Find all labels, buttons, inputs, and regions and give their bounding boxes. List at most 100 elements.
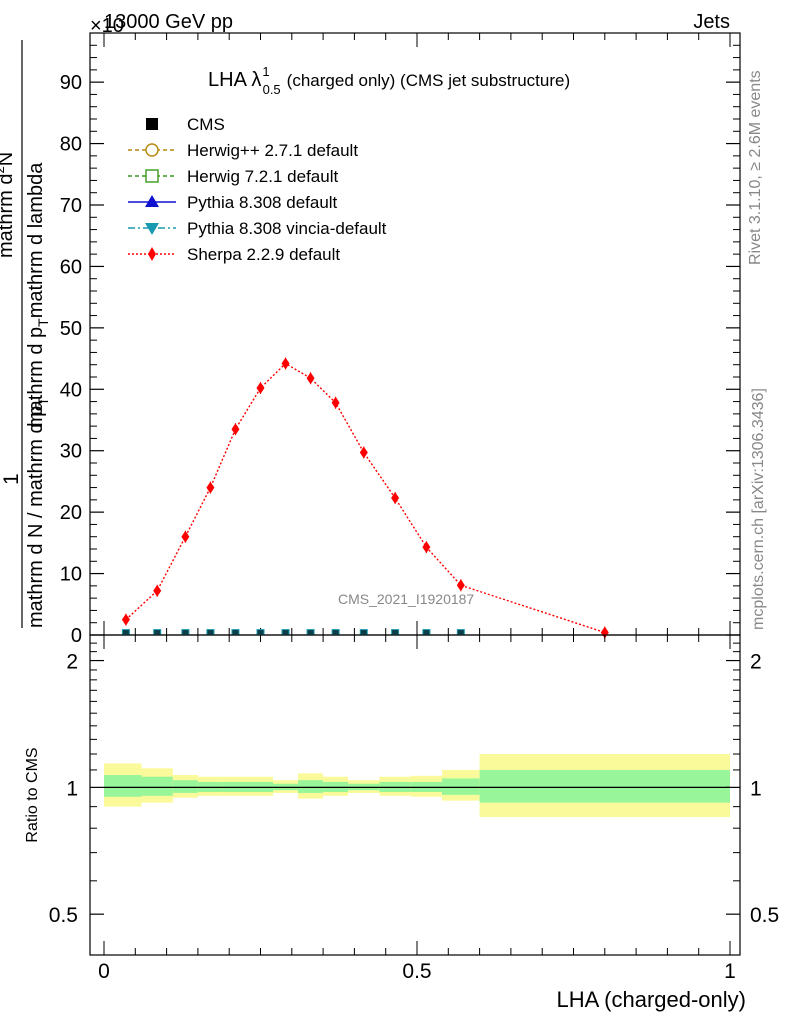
cms-point (122, 630, 129, 635)
sherpa-line (125, 362, 606, 634)
x-tick-label: 1 (724, 960, 736, 983)
legend-symbol-cms (146, 118, 158, 130)
legend-entry: Pythia 8.308 default (128, 193, 338, 212)
svg-text:mathrm d2N: mathrm d2N (0, 152, 17, 258)
category-label: Jets (693, 11, 730, 33)
y-tick-label: 10 (60, 564, 82, 586)
main-marks (121, 357, 609, 639)
sherpa-point (331, 396, 340, 409)
ylabel-num2: mathrm d (0, 174, 17, 258)
ylabel-den: mathrm d N / mathrm d p (25, 406, 47, 628)
cms-point (392, 630, 399, 635)
ratio-y-tick-label-right: 0.5 (750, 904, 779, 927)
legend-entry: CMS (146, 115, 225, 134)
y-tick-label: 70 (60, 195, 82, 217)
svg-text:mathrm d N / mathrm d pT: mathrm d N / mathrm d pT (25, 397, 51, 628)
legend-entry: Herwig 7.2.1 default (128, 167, 338, 186)
sherpa-point (391, 492, 400, 505)
ylabel-num2-N: N (0, 152, 17, 166)
ratio-y-tick-label-right: 1 (750, 777, 762, 800)
legend-marker (145, 169, 159, 183)
legend: CMS Herwig++ 2.7.1 default Herwig 7.2.1 de… (128, 115, 387, 264)
y-tick-label: 90 (60, 72, 82, 94)
legend-entry: Pythia 8.308 vincia-default (128, 219, 387, 238)
ylabel-one: 1 (0, 473, 23, 485)
cms-point (182, 630, 189, 635)
sherpa-point (422, 541, 431, 554)
y-tick-label: 50 (60, 318, 82, 340)
x-tick-label: 0 (98, 960, 110, 983)
ylabel-num2-sup: 2 (0, 166, 7, 173)
y-tick-label: 20 (60, 502, 82, 524)
legend-label: CMS (187, 115, 225, 134)
ratio-band-inner (479, 769, 730, 803)
sherpa-point (206, 481, 215, 494)
ylabel-rest2: mathrm d lambda (25, 162, 47, 318)
legend-marker (145, 223, 159, 235)
rivet-label: Rivet 3.1.10, ≥ 2.6M events (747, 70, 764, 265)
cms-point (360, 630, 367, 635)
ratio-y-tick-label: 0.5 (49, 904, 78, 927)
legend-marker (145, 195, 159, 207)
ylabel-rest-sub: T (35, 318, 51, 327)
cms-point (257, 630, 264, 635)
cms-point (207, 630, 214, 635)
y-tick-label: 60 (60, 256, 82, 278)
ratio-y-tick-label: 2 (66, 651, 78, 674)
mcplots-label: mcplots.cern.ch [arXiv:1306.3436] (750, 388, 767, 630)
sherpa-point (456, 579, 465, 592)
cms-point (307, 630, 314, 635)
ratio-band-inner (298, 780, 324, 793)
plot-title: LHA λ1 0.5 (charged only) (CMS jet substru… (208, 64, 570, 97)
legend-label: Herwig 7.2.1 default (187, 167, 338, 186)
sherpa-point (153, 584, 162, 597)
plot-title-sup: 1 (262, 64, 269, 79)
svg-text:mathrm d pTmathrm d lambda: mathrm d pTmathrm d lambda (25, 162, 51, 428)
sherpa-point (281, 357, 290, 370)
legend-label: Sherpa 2.2.9 default (187, 245, 340, 264)
y-tick-label: 40 (60, 379, 82, 401)
legend-label: Herwig++ 2.7.1 default (187, 141, 358, 160)
cms-point (423, 630, 430, 635)
ratio-y-axis-title: Ratio to CMS (24, 747, 41, 842)
cms-point (457, 630, 464, 635)
ratio-axes: 0.5 0.5 1 1 2 2 0 0.5 1 (49, 635, 779, 983)
plot-title-main: LHA λ (208, 69, 261, 91)
plot-title-sub: 0.5 (263, 82, 281, 97)
ratio-band-inner (141, 776, 173, 796)
ratio-bands (104, 754, 730, 818)
collision-label: 13000 GeV pp (104, 11, 233, 33)
x-axis-title: LHA (charged-only) (556, 987, 746, 1012)
ratio-y-tick-label-right: 2 (750, 651, 762, 674)
legend-label: Pythia 8.308 vincia-default (187, 219, 387, 238)
legend-marker (148, 247, 156, 261)
legend-marker (145, 143, 159, 157)
svg-text:1: 1 (0, 473, 23, 485)
main-axes: 0 10 20 30 40 50 60 70 80 90 (60, 32, 740, 647)
sherpa-point (121, 613, 130, 626)
sherpa-point (306, 372, 315, 385)
legend-entry: Sherpa 2.2.9 default (128, 245, 340, 264)
sherpa-point (181, 530, 190, 543)
ratio-plot-frame (89, 634, 741, 956)
ylabel-rest: mathrm d p (25, 327, 47, 428)
y-tick-label: 30 (60, 441, 82, 463)
y-tick-label: 0 (71, 625, 82, 647)
legend-label: Pythia 8.308 default (187, 193, 338, 212)
cms-point (154, 630, 161, 635)
plot-title-rest: (charged only) (CMS jet substructure) (287, 71, 570, 90)
cms-point (332, 630, 339, 635)
analysis-watermark: CMS_2021_I1920187 (338, 591, 474, 607)
cms-point (232, 630, 239, 635)
ratio-y-tick-label: 1 (66, 777, 78, 800)
ratio-band-inner (172, 780, 198, 793)
sherpa-point (359, 446, 368, 459)
ratio-band-inner (104, 774, 142, 797)
x-tick-label: 0.5 (402, 960, 431, 983)
cms-point (282, 630, 289, 635)
sherpa-point (231, 423, 240, 436)
exponent-label: ×10 (90, 15, 124, 37)
ylabel-den-sub: T (35, 397, 51, 406)
legend-entry: Herwig++ 2.7.1 default (128, 141, 358, 160)
